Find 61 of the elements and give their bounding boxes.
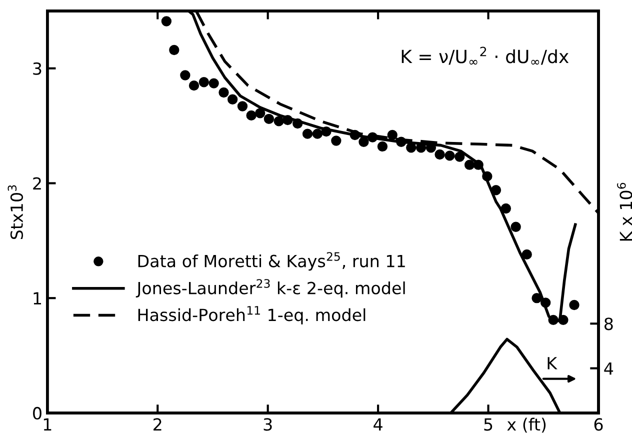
point — [569, 300, 580, 310]
series-label: K — [548, 357, 558, 370]
x-axis-title: x (ft) — [507, 418, 546, 433]
point — [548, 314, 558, 326]
legend-label: Jones-Launder$^{23}$ k-ε 2-eq. model — [136, 279, 405, 298]
point — [312, 128, 323, 139]
point — [482, 171, 492, 182]
x-tick-label: 2 — [154, 418, 162, 430]
point — [490, 185, 502, 196]
point — [444, 150, 455, 161]
point — [227, 94, 238, 104]
point — [558, 314, 568, 326]
point — [161, 16, 172, 26]
x-tick-label: 4 — [374, 418, 382, 430]
point — [274, 116, 284, 126]
x-tick-label: 1 — [44, 418, 52, 430]
legend-label: Hassid-Poreh$^{11}$ 1-eq. model — [138, 306, 366, 324]
point — [367, 132, 378, 142]
y-tick-label: 3 — [33, 62, 42, 75]
x-tick-label: 6 — [594, 418, 603, 431]
point — [540, 298, 551, 308]
point — [331, 136, 342, 146]
point — [500, 203, 512, 214]
y-tick-label: 0 — [33, 406, 42, 420]
point — [218, 87, 229, 98]
point — [292, 118, 303, 129]
point — [377, 141, 388, 152]
point — [350, 130, 360, 140]
y2-tick-label: 4 — [604, 362, 614, 375]
point — [473, 160, 484, 170]
point — [396, 136, 406, 147]
point — [532, 293, 542, 304]
y-tick-label: 2 — [33, 177, 41, 190]
x-tick-label: 5 — [484, 418, 492, 431]
point — [237, 101, 248, 112]
point — [321, 126, 332, 137]
point — [282, 114, 293, 126]
point — [169, 44, 180, 56]
point — [406, 142, 416, 153]
x-tick-label: 3 — [264, 418, 272, 431]
point — [464, 160, 475, 170]
point — [180, 70, 190, 80]
point — [264, 114, 274, 124]
point — [188, 80, 200, 91]
point — [208, 78, 219, 88]
y-axis-title: Stx10$^{3}$ — [8, 185, 24, 240]
annotation: K = ν/U$_{∞}$$^{2}$ · dU$_{∞}$/dx — [402, 46, 569, 65]
point — [358, 136, 369, 147]
legend-label: Data of Moretti & Kays$^{25}$, run 11 — [138, 252, 405, 271]
y-tick-label: 1 — [34, 292, 41, 304]
point — [510, 222, 521, 232]
point — [246, 110, 256, 121]
point — [522, 249, 532, 260]
point — [454, 152, 465, 162]
point — [255, 108, 266, 118]
point — [302, 128, 313, 139]
y2-tick-label: 8 — [604, 318, 613, 330]
y2-axis-title: K x 10$^{6}$ — [617, 182, 632, 241]
point — [387, 130, 398, 140]
point — [198, 77, 209, 88]
point — [434, 149, 445, 160]
